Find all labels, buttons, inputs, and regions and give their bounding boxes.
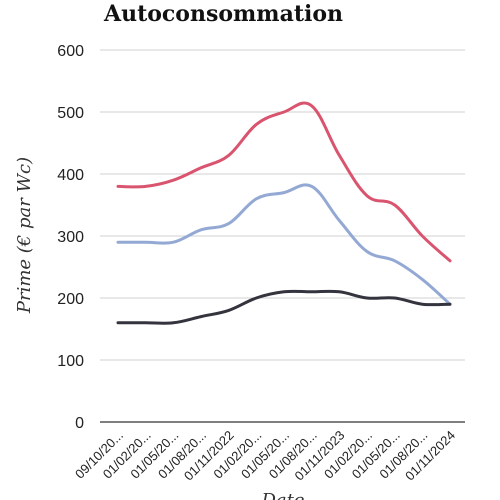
- y-tick-label: 100: [57, 353, 84, 370]
- series-lines: [116, 101, 452, 325]
- x-axis-ticks: 09/10/20...01/02/20...01/05/20...01/08/2…: [72, 428, 458, 484]
- y-tick-label: 300: [57, 229, 84, 246]
- y-axis-ticks: 0 100 200 300 400 500 600: [57, 43, 84, 432]
- y-tick-label: 600: [57, 43, 84, 60]
- series-line-3: [116, 289, 452, 325]
- y-tick-label: 400: [57, 167, 84, 184]
- series-line-1: [116, 101, 452, 263]
- gridlines: [100, 49, 465, 423]
- y-tick-label: 0: [75, 415, 84, 432]
- y-tick-label: 500: [57, 105, 84, 122]
- y-axis-label: Prime (€ par Wc): [14, 157, 35, 314]
- series-line-2: [116, 183, 452, 306]
- y-tick-label: 200: [57, 291, 84, 308]
- x-axis-label: Date: [260, 490, 304, 500]
- chart-title: Autoconsommation: [103, 1, 343, 27]
